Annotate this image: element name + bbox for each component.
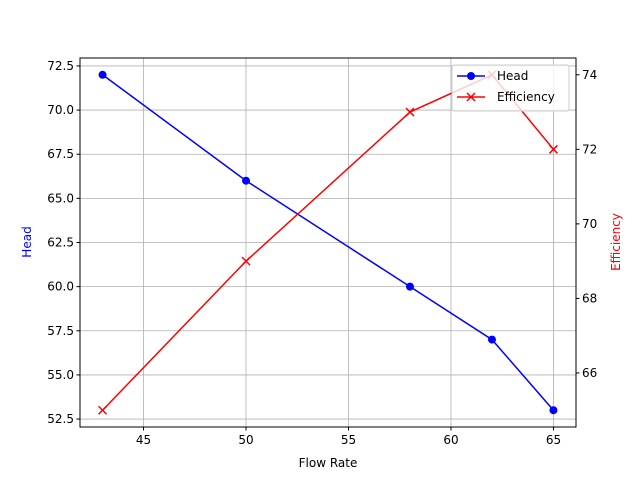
data-point-efficiency (405, 107, 415, 117)
x-tick-label: 45 (136, 433, 151, 447)
y-tick-label: 65.0 (47, 191, 74, 205)
legend-head-label: Head (497, 69, 528, 83)
y-tick-label: 67.5 (47, 147, 74, 161)
x-tick-label: 50 (238, 433, 253, 447)
y-tick-label: 52.5 (47, 412, 74, 426)
x-tick-label: 65 (546, 433, 561, 447)
y2-axis-label: Efficiency (609, 213, 623, 271)
y2-tick-label: 66 (582, 366, 597, 380)
y-tick-label: 55.0 (47, 368, 74, 382)
x-tick-label: 60 (443, 433, 458, 447)
y-tick-label: 72.5 (47, 59, 74, 73)
y-tick-label: 60.0 (47, 280, 74, 294)
legend-efficiency-label: Efficiency (497, 90, 555, 104)
y-tick-label: 57.5 (47, 324, 74, 338)
y2-tick-label: 72 (582, 142, 597, 156)
y2-tick-label: 70 (582, 217, 597, 231)
data-point-head (405, 282, 414, 291)
x-tick-label: 55 (341, 433, 356, 447)
y-tick-label: 62.5 (47, 236, 74, 250)
data-point-efficiency (98, 405, 108, 415)
data-point-efficiency (548, 144, 558, 154)
y2-tick-label: 74 (582, 68, 597, 82)
y-tick-label: 70.0 (47, 103, 74, 117)
y-axis-label: Head (20, 226, 34, 257)
data-point-head (98, 70, 107, 79)
legend: Head Efficiency (451, 64, 570, 112)
data-point-efficiency (241, 256, 251, 266)
data-point-head (487, 335, 496, 344)
legend-efficiency-marker (466, 92, 476, 102)
x-axis-label: Flow Rate (299, 456, 358, 470)
data-point-head (549, 406, 558, 415)
legend-head-marker (467, 72, 475, 80)
ticks: 45 50 55 60 65 52.5 55.0 57.5 60.0 62.5 65.0 67.5 70… (47, 59, 597, 447)
y2-tick-label: 68 (582, 291, 597, 305)
data-point-head (242, 176, 251, 185)
